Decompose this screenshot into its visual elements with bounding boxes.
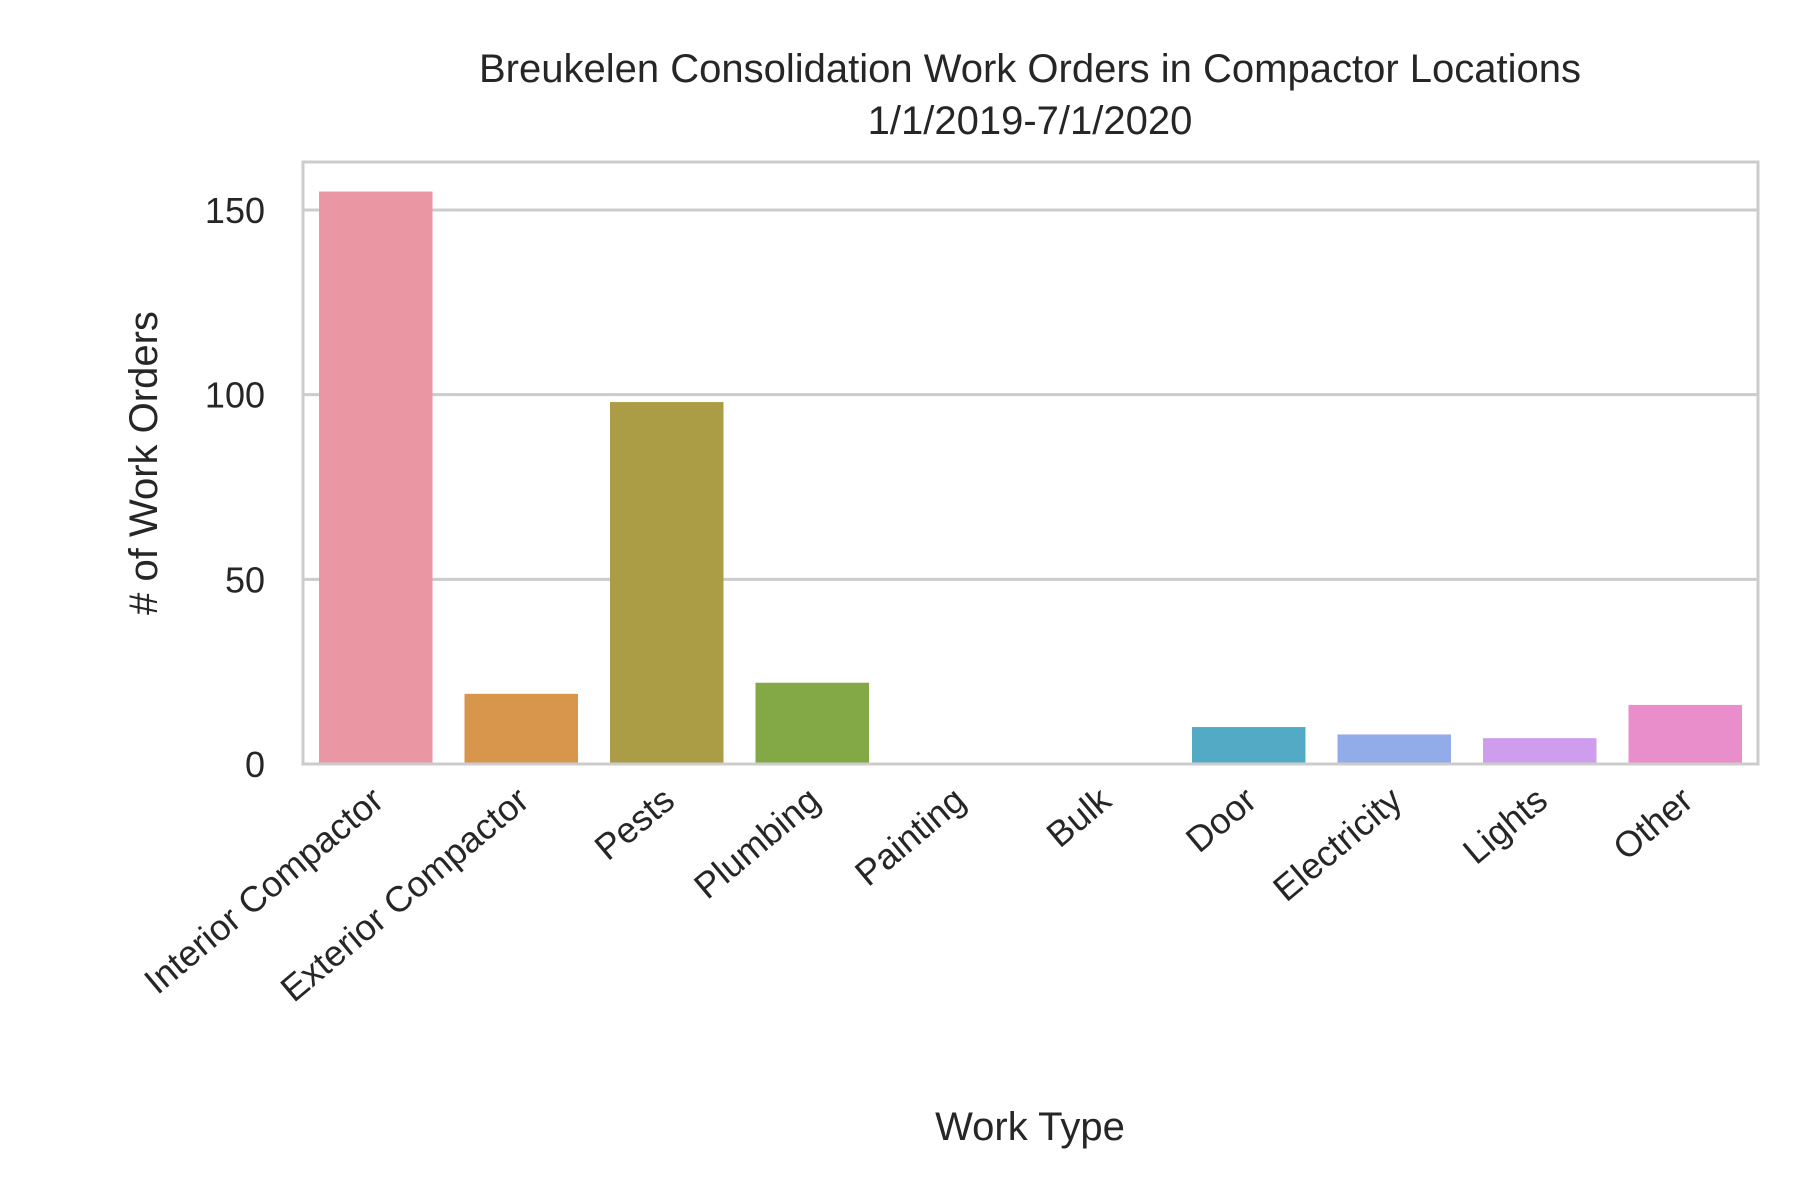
x-tick-label: Electricity [1265, 779, 1409, 909]
bars [319, 191, 1742, 764]
x-axis-label: Work Type [935, 1105, 1125, 1149]
plot-frame [301, 160, 1760, 766]
x-tick-label: Exterior Compactor [272, 779, 536, 1010]
chart-title: Breukelen Consolidation Work Orders in C… [479, 47, 1581, 91]
x-tick-label: Interior Compactor [136, 779, 391, 1002]
x-tick-label: Plumbing [686, 779, 827, 907]
y-tick-label: 50 [225, 559, 265, 600]
x-tick-label: Painting [847, 779, 973, 894]
x-tick-label: Pests [587, 779, 682, 868]
bar [1628, 704, 1742, 764]
bar [755, 682, 869, 764]
bar [1192, 727, 1306, 764]
bar [610, 402, 724, 764]
y-tick-label: 150 [205, 190, 265, 231]
y-tick-label: 0 [245, 744, 265, 785]
x-tick-label: Other [1605, 779, 1700, 868]
x-tick-label: Bulk [1038, 778, 1119, 855]
x-tick-label: Door [1178, 779, 1264, 861]
bar [319, 191, 433, 764]
bar [1483, 738, 1597, 764]
y-tick-label: 100 [205, 375, 265, 416]
y-axis-label: # of Work Orders [122, 311, 166, 615]
bar [464, 693, 578, 764]
gridlines [303, 208, 1758, 766]
x-tick-label: Lights [1455, 779, 1555, 872]
y-tick-labels: 0 50 100 150 [205, 190, 265, 785]
bar [1337, 734, 1451, 764]
chart-subtitle: 1/1/2019-7/1/2020 [868, 99, 1193, 143]
